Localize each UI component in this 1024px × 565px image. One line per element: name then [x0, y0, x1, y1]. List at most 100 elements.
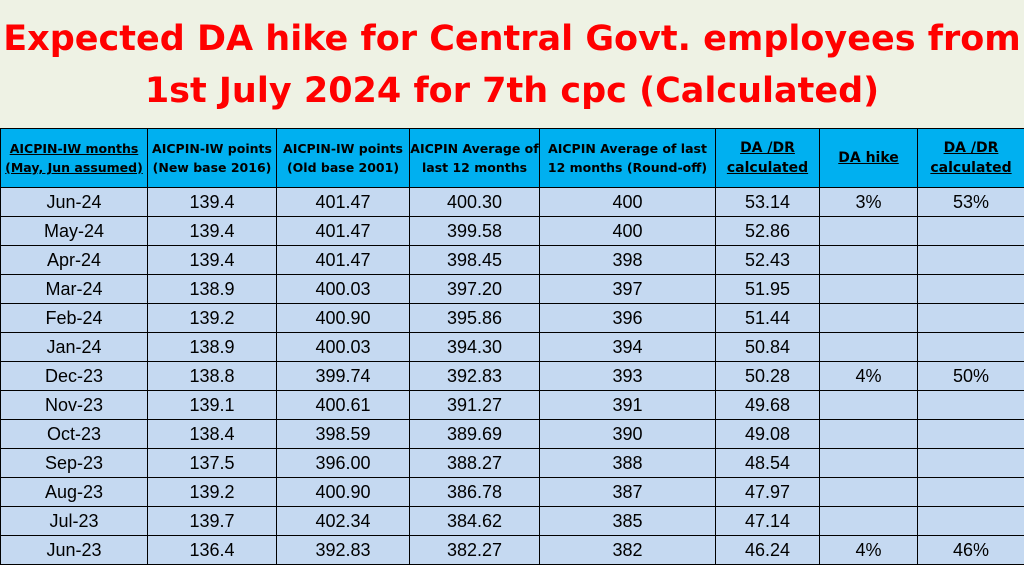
- cell-points-new: 139.4: [147, 245, 277, 275]
- cell-points-old: 396.00: [276, 448, 410, 478]
- title-line-2: 1st July 2024 for 7th cpc (Calculated): [144, 71, 880, 111]
- cell-month: Sep-23: [0, 448, 148, 478]
- cell-da-dr: 46.24: [715, 535, 820, 565]
- cell-da-dr-rounded: [917, 506, 1024, 536]
- cell-da-hike: [819, 332, 918, 362]
- cell-average-round: 385: [539, 506, 716, 536]
- cell-da-hike: [819, 477, 918, 507]
- cell-points-new: 136.4: [147, 535, 277, 565]
- cell-points-new: 139.4: [147, 187, 277, 217]
- cell-month: Jul-23: [0, 506, 148, 536]
- cell-da-dr-rounded: 50%: [917, 361, 1024, 391]
- cell-average: 384.62: [409, 506, 540, 536]
- cell-da-dr-rounded: [917, 390, 1024, 420]
- cell-da-hike: 4%: [819, 361, 918, 391]
- cell-da-dr: 50.28: [715, 361, 820, 391]
- table-row: Feb-24 139.2 400.90 395.86 396 51.44: [0, 303, 1024, 333]
- cell-da-dr: 47.14: [715, 506, 820, 536]
- cell-da-dr-rounded: [917, 419, 1024, 449]
- table-row: Mar-24 138.9 400.03 397.20 397 51.95: [0, 274, 1024, 304]
- cell-points-old: 400.90: [276, 303, 410, 333]
- cell-da-hike: [819, 303, 918, 333]
- cell-points-old: 400.03: [276, 332, 410, 362]
- cell-points-new: 139.2: [147, 303, 277, 333]
- cell-average-round: 393: [539, 361, 716, 391]
- cell-average-round: 400: [539, 187, 716, 217]
- cell-points-new: 138.4: [147, 419, 277, 449]
- header-da-hike: DA hike: [819, 128, 918, 188]
- header-months: AICPIN-IW months (May, Jun assumed): [0, 128, 148, 188]
- cell-da-hike: [819, 419, 918, 449]
- cell-da-dr: 52.86: [715, 216, 820, 246]
- cell-points-new: 139.1: [147, 390, 277, 420]
- cell-average: 395.86: [409, 303, 540, 333]
- cell-da-hike: [819, 216, 918, 246]
- cell-average-round: 400: [539, 216, 716, 246]
- cell-da-dr-rounded: [917, 477, 1024, 507]
- cell-da-hike: 3%: [819, 187, 918, 217]
- cell-points-old: 401.47: [276, 216, 410, 246]
- cell-average-round: 398: [539, 245, 716, 275]
- cell-average: 389.69: [409, 419, 540, 449]
- cell-month: May-24: [0, 216, 148, 246]
- cell-average-round: 397: [539, 274, 716, 304]
- table-row: Nov-23 139.1 400.61 391.27 391 49.68: [0, 390, 1024, 420]
- cell-da-dr: 51.44: [715, 303, 820, 333]
- cell-average: 398.45: [409, 245, 540, 275]
- cell-points-new: 139.4: [147, 216, 277, 246]
- table-row: Dec-23 138.8 399.74 392.83 393 50.28 4% 50%: [0, 361, 1024, 391]
- cell-average: 391.27: [409, 390, 540, 420]
- cell-points-new: 138.8: [147, 361, 277, 391]
- cell-points-new: 137.5: [147, 448, 277, 478]
- da-table: AICPIN-IW months (May, Jun assumed) AICP…: [0, 128, 1024, 565]
- cell-points-old: 401.47: [276, 187, 410, 217]
- cell-month: Aug-23: [0, 477, 148, 507]
- cell-average-round: 382: [539, 535, 716, 565]
- cell-average-round: 387: [539, 477, 716, 507]
- cell-da-hike: [819, 448, 918, 478]
- header-da-dr-calculated: DA /DR calculated: [715, 128, 820, 188]
- cell-da-hike: [819, 274, 918, 304]
- cell-da-dr-rounded: 53%: [917, 187, 1024, 217]
- header-da-dr-calculated-rounded: DA /DR calculated: [917, 128, 1024, 188]
- cell-points-old: 400.61: [276, 390, 410, 420]
- cell-points-old: 400.90: [276, 477, 410, 507]
- cell-points-old: 399.74: [276, 361, 410, 391]
- table-row: Jun-23 136.4 392.83 382.27 382 46.24 4% 46%: [0, 535, 1024, 565]
- cell-points-new: 138.9: [147, 332, 277, 362]
- cell-month: Dec-23: [0, 361, 148, 391]
- cell-da-hike: [819, 506, 918, 536]
- cell-points-new: 139.7: [147, 506, 277, 536]
- cell-da-dr-rounded: [917, 448, 1024, 478]
- cell-da-dr: 52.43: [715, 245, 820, 275]
- cell-month: Apr-24: [0, 245, 148, 275]
- cell-average: 397.20: [409, 274, 540, 304]
- cell-average-round: 396: [539, 303, 716, 333]
- cell-average: 394.30: [409, 332, 540, 362]
- cell-da-dr-rounded: [917, 303, 1024, 333]
- table-row: Jun-24 139.4 401.47 400.30 400 53.14 3% 53%: [0, 187, 1024, 217]
- cell-da-dr: 49.68: [715, 390, 820, 420]
- cell-average-round: 388: [539, 448, 716, 478]
- cell-average: 392.83: [409, 361, 540, 391]
- cell-month: Jun-23: [0, 535, 148, 565]
- table-row: Aug-23 139.2 400.90 386.78 387 47.97: [0, 477, 1024, 507]
- table-row: May-24 139.4 401.47 399.58 400 52.86: [0, 216, 1024, 246]
- cell-month: Nov-23: [0, 390, 148, 420]
- cell-average: 399.58: [409, 216, 540, 246]
- cell-month: Mar-24: [0, 274, 148, 304]
- table-row: Oct-23 138.4 398.59 389.69 390 49.08: [0, 419, 1024, 449]
- cell-average: 400.30: [409, 187, 540, 217]
- cell-points-old: 398.59: [276, 419, 410, 449]
- table-row: Jul-23 139.7 402.34 384.62 385 47.14: [0, 506, 1024, 536]
- cell-da-dr: 48.54: [715, 448, 820, 478]
- page-title: Expected DA hike for Central Govt. emplo…: [0, 0, 1024, 128]
- cell-da-dr-rounded: [917, 216, 1024, 246]
- cell-average: 386.78: [409, 477, 540, 507]
- cell-points-old: 392.83: [276, 535, 410, 565]
- cell-points-new: 138.9: [147, 274, 277, 304]
- cell-da-dr-rounded: 46%: [917, 535, 1024, 565]
- cell-da-hike: [819, 390, 918, 420]
- cell-da-dr: 50.84: [715, 332, 820, 362]
- cell-da-dr: 53.14: [715, 187, 820, 217]
